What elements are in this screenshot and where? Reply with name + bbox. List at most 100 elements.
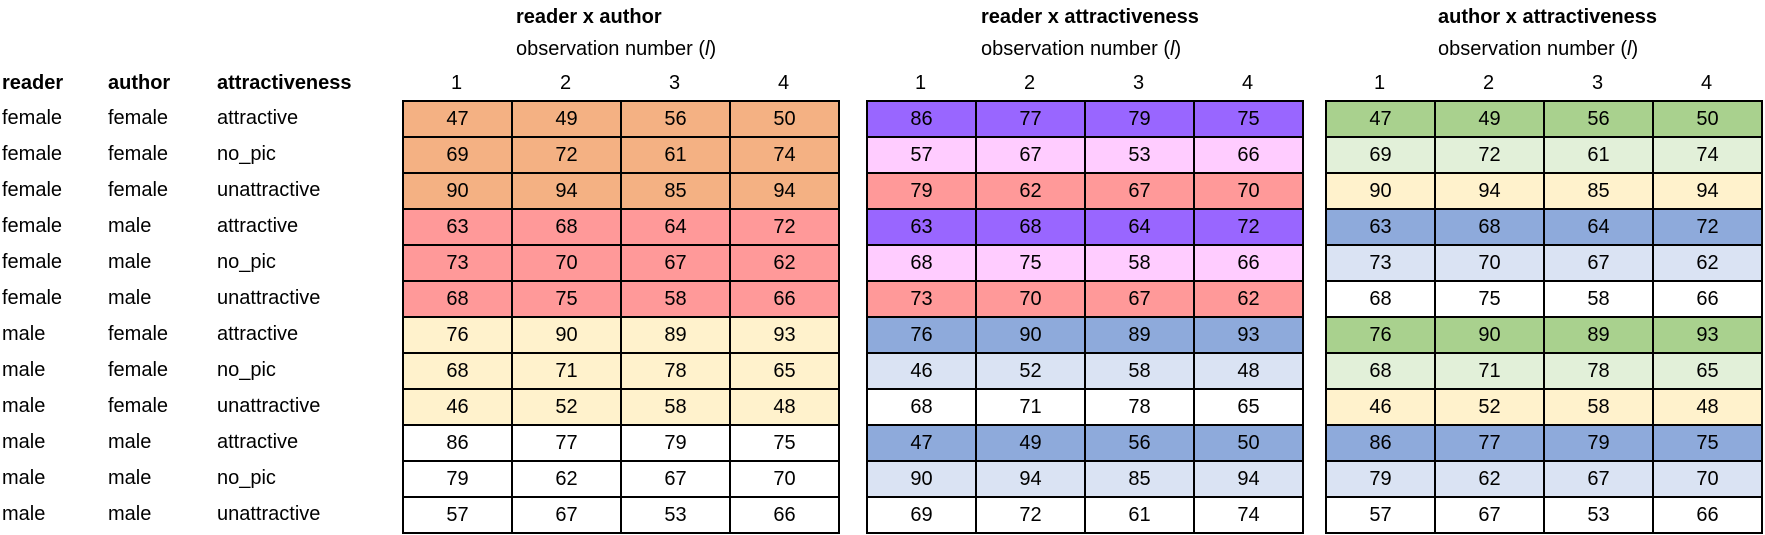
table-cell: 67 — [1543, 460, 1654, 498]
table-cell: 66 — [1652, 280, 1763, 318]
observation-label-variable: l — [704, 38, 710, 60]
table-cell: 90 — [975, 316, 1086, 354]
observation-number: 2 — [1482, 72, 1495, 94]
table-cell: 64 — [1084, 208, 1195, 246]
table-row: 76 90 89 93 — [402, 316, 840, 354]
table-cell: 67 — [1543, 244, 1654, 282]
table-cell: 78 — [1084, 388, 1195, 426]
table-cell: 70 — [729, 460, 840, 498]
column-header-reader: reader — [2, 72, 64, 94]
observation-label-prefix: observation number ( — [981, 38, 1170, 60]
table-cell: 77 — [1434, 424, 1545, 462]
factor-cell-reader: male — [2, 323, 46, 345]
table-row: 90 94 85 94 — [402, 172, 840, 210]
table-row: 90 94 85 94 — [1325, 172, 1763, 210]
table-cell: 77 — [511, 424, 622, 462]
table-cell: 94 — [511, 172, 622, 210]
table-cell: 70 — [1652, 460, 1763, 498]
table-cell: 57 — [866, 136, 977, 174]
factor-cell-author: female — [108, 179, 169, 201]
table-row: 86 77 79 75 — [402, 424, 840, 462]
table-row: 68 71 78 65 — [866, 388, 1304, 426]
factor-cell-reader: female — [2, 251, 63, 273]
table-cell: 67 — [620, 244, 731, 282]
table-cell: 73 — [402, 244, 513, 282]
table-cell: 79 — [1084, 100, 1195, 138]
table-row: 57 67 53 66 — [402, 496, 840, 534]
table-cell: 75 — [975, 244, 1086, 282]
table-cell: 46 — [866, 352, 977, 390]
table-cell: 73 — [1325, 244, 1436, 282]
table-row: 47 49 56 50 — [1325, 100, 1763, 138]
table-cell: 78 — [1543, 352, 1654, 390]
factor-cell-author: female — [108, 359, 169, 381]
table-cell: 74 — [1193, 496, 1304, 534]
factor-cell-author: male — [108, 431, 152, 453]
table-cell: 67 — [1434, 496, 1545, 534]
factor-cell-attractiveness: attractive — [217, 107, 299, 129]
factor-cell-attractiveness: attractive — [217, 215, 299, 237]
table-cell: 86 — [866, 100, 977, 138]
table-row: 86 77 79 75 — [866, 100, 1304, 138]
table-cell: 90 — [511, 316, 622, 354]
table-cell: 57 — [1325, 496, 1436, 534]
factor-cell-author: male — [108, 503, 152, 525]
table-cell: 90 — [1325, 172, 1436, 210]
factor-cell-reader: male — [2, 431, 46, 453]
table-cell: 94 — [1434, 172, 1545, 210]
observation-number: 1 — [1373, 72, 1386, 94]
table-cell: 93 — [1193, 316, 1304, 354]
factor-cell-author: female — [108, 107, 169, 129]
table-cell: 57 — [402, 496, 513, 534]
factor-cell-attractiveness: unattractive — [217, 179, 321, 201]
table-cell: 69 — [1325, 136, 1436, 174]
table-cell: 94 — [975, 460, 1086, 498]
table-cell: 58 — [620, 280, 731, 318]
table-cell: 79 — [866, 172, 977, 210]
table-row: 57 67 53 66 — [1325, 496, 1763, 534]
table-cell: 72 — [1652, 208, 1763, 246]
table-cell: 52 — [1434, 388, 1545, 426]
table-cell: 71 — [975, 388, 1086, 426]
observation-number: 3 — [1132, 72, 1145, 94]
table-cell: 47 — [402, 100, 513, 138]
table-cell: 85 — [1543, 172, 1654, 210]
table-cell: 67 — [975, 136, 1086, 174]
table-cell: 75 — [511, 280, 622, 318]
table-cell: 93 — [1652, 316, 1763, 354]
observation-label: observation number (l) — [516, 34, 716, 64]
table-cell: 72 — [511, 136, 622, 174]
factor-cell-attractiveness: attractive — [217, 431, 299, 453]
table-row: 68 71 78 65 — [402, 352, 840, 390]
table-cell: 68 — [511, 208, 622, 246]
table-cell: 50 — [1652, 100, 1763, 138]
observation-label: observation number (l) — [1438, 34, 1638, 64]
table-cell: 50 — [1193, 424, 1304, 462]
table-cell: 70 — [1434, 244, 1545, 282]
table-cell: 49 — [511, 100, 622, 138]
table-cell: 79 — [1325, 460, 1436, 498]
observation-number: 4 — [1700, 72, 1713, 94]
table-row: 76 90 89 93 — [866, 316, 1304, 354]
table-row: 76 90 89 93 — [1325, 316, 1763, 354]
table-row: 79 62 67 70 — [402, 460, 840, 498]
table-cell: 64 — [1543, 208, 1654, 246]
table-row: 69 72 61 74 — [402, 136, 840, 174]
table-cell: 94 — [1652, 172, 1763, 210]
table-cell: 71 — [1434, 352, 1545, 390]
table-cell: 68 — [975, 208, 1086, 246]
observation-label: observation number (l) — [981, 34, 1181, 64]
table-cell: 48 — [729, 388, 840, 426]
factor-cell-reader: female — [2, 143, 63, 165]
table-cell: 62 — [1434, 460, 1545, 498]
table-cell: 58 — [620, 388, 731, 426]
table-cell: 75 — [1652, 424, 1763, 462]
table-cell: 85 — [1084, 460, 1195, 498]
table-row: 79 62 67 70 — [866, 172, 1304, 210]
table-cell: 61 — [1543, 136, 1654, 174]
factor-cell-author: male — [108, 251, 152, 273]
table-row: 47 49 56 50 — [402, 100, 840, 138]
table-cell: 85 — [620, 172, 731, 210]
factor-cell-reader: male — [2, 395, 46, 417]
table-cell: 68 — [1325, 280, 1436, 318]
